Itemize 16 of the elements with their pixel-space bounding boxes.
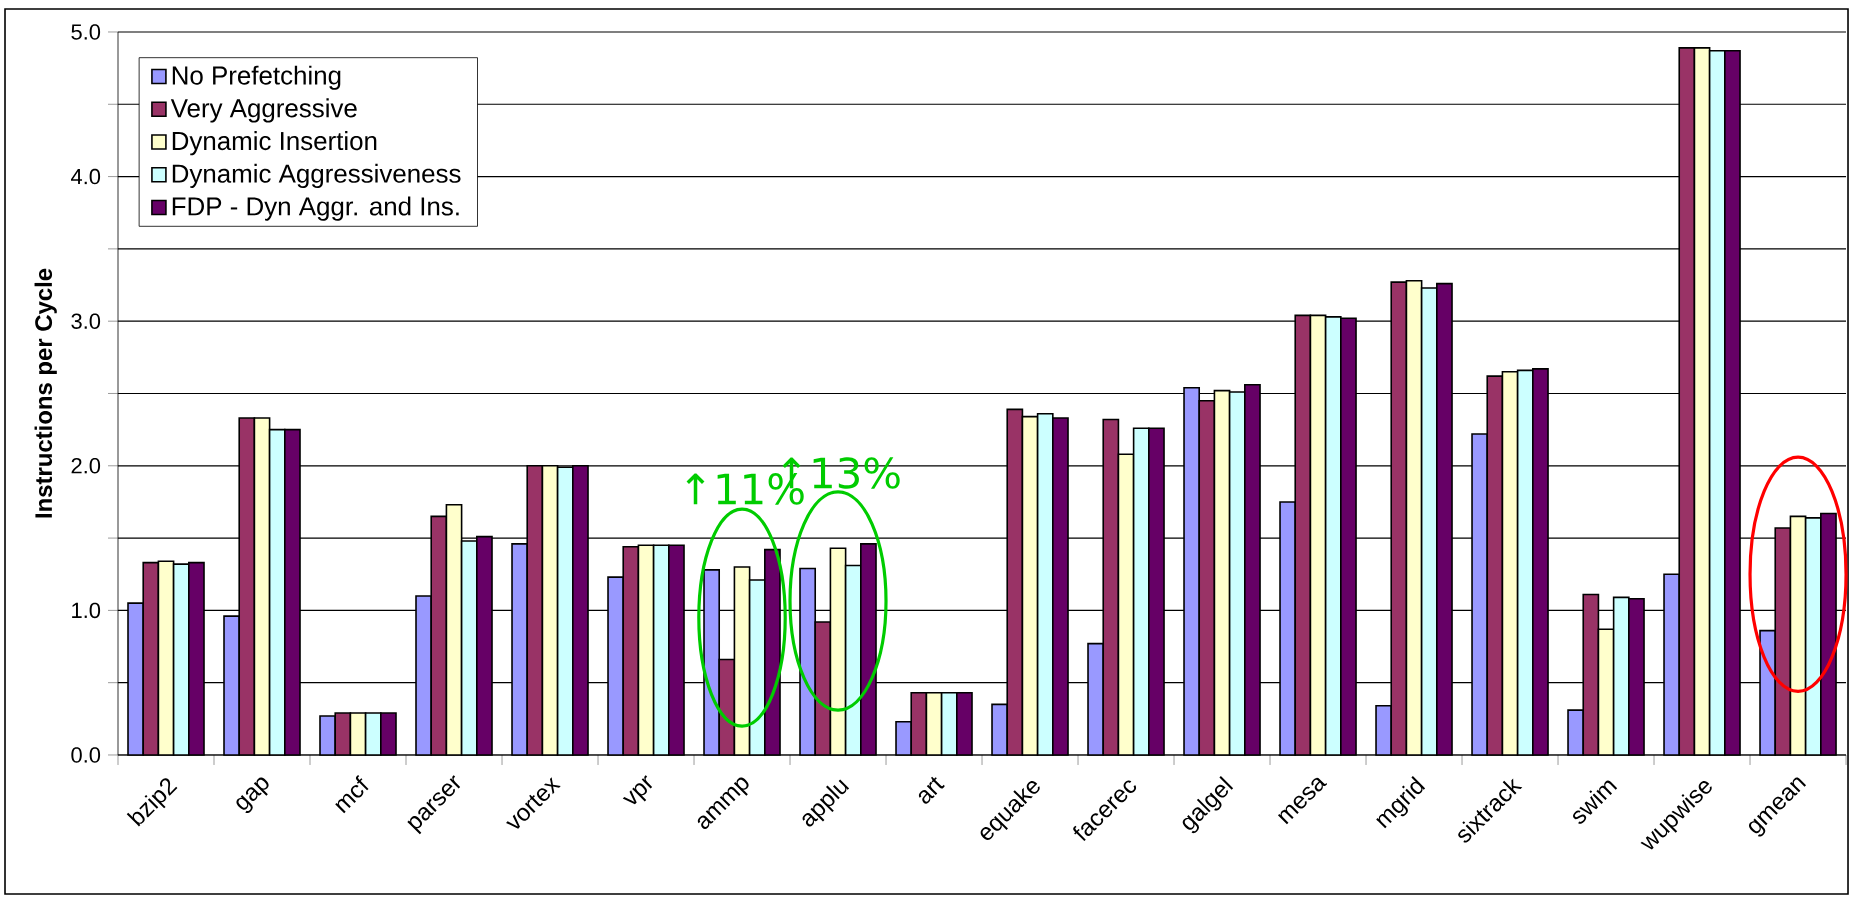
y-tick-label: 3.0 bbox=[71, 313, 101, 329]
legend-label: Dynamic Aggressiveness bbox=[172, 163, 461, 188]
y-axis-title: Instructions per Cycle bbox=[34, 268, 57, 518]
y-tick-label: 0.0 bbox=[71, 747, 101, 763]
y-tick-label: 1.0 bbox=[72, 602, 101, 619]
legend-label: Dynamic Insertion bbox=[172, 131, 377, 156]
y-tick-label: 2.0 bbox=[71, 458, 101, 474]
x-tick-label: art bbox=[918, 776, 945, 804]
legend-label: FDP - Dyn Aggr. and Ins. bbox=[172, 196, 459, 221]
legend-label: Very Aggressive bbox=[170, 98, 357, 123]
x-tick-label: mcf bbox=[335, 775, 369, 814]
y-tick-label: 4.0 bbox=[71, 168, 101, 185]
legend-label: No Prefetching bbox=[172, 65, 341, 90]
y-tick-label: 5.0 bbox=[71, 24, 101, 40]
x-tick-label: vpr bbox=[622, 775, 653, 805]
x-tick-label: gap bbox=[236, 777, 269, 814]
